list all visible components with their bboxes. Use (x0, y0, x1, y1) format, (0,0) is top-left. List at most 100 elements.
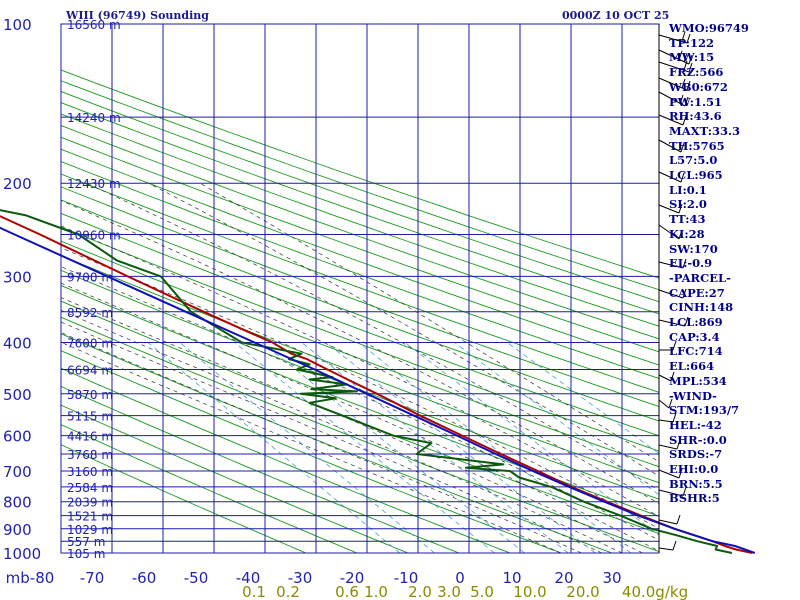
wind-barb-feather (681, 31, 686, 42)
index-item: MPL:534 (669, 373, 727, 388)
height-tick-label: 4416 m (67, 430, 113, 444)
index-item: RH:43.6 (669, 109, 722, 124)
height-tick-label: 8592 m (67, 306, 113, 320)
index-item: -PARCEL- (669, 270, 731, 285)
moist-adiabat (61, 200, 659, 504)
mixing-ratio-tick-label: 0.1 (242, 583, 266, 600)
pressure-tick-label: 100 (3, 16, 32, 34)
wind-barb (658, 444, 678, 450)
height-tick-label: 3768 m (67, 448, 113, 462)
index-item: LFC:714 (669, 344, 723, 359)
wind-barb (658, 114, 684, 126)
index-item: EI:-0.9 (669, 256, 713, 271)
temperature-tick-label: 30 (602, 569, 621, 587)
height-tick-label: 5870 m (67, 388, 113, 402)
dry-adiabat (61, 80, 659, 291)
dry-adiabat (61, 91, 659, 303)
wind-barb-feather (672, 412, 677, 423)
mixing-ratio-line (404, 342, 659, 536)
wind-barb (658, 374, 672, 382)
wind-barb-feather (682, 115, 687, 126)
dry-adiabat (61, 424, 359, 553)
index-item: KI:28 (669, 226, 705, 241)
wind-barb (658, 171, 682, 183)
wind-barb-feather (678, 50, 683, 61)
wind-barb-feather (676, 439, 681, 450)
pressure-tick-label: 900 (3, 521, 32, 539)
height-tick-label: 5115 m (67, 410, 113, 424)
moist-adiabat (61, 225, 659, 517)
dry-adiabat (61, 285, 659, 517)
wind-barb-feather (672, 540, 677, 551)
dry-adiabat (61, 160, 659, 379)
wind-barb-feather (684, 96, 689, 107)
height-tick-label: 14240 m (67, 111, 121, 125)
mixing-ratio-tick-label: 40.0g/kg (622, 583, 688, 600)
dry-adiabat (61, 404, 410, 553)
dry-adiabat (61, 444, 308, 553)
pressure-tick-label: 1000 (3, 545, 41, 563)
dry-adiabat (61, 102, 659, 315)
index-item: PW:1.51 (669, 94, 723, 109)
dry-adiabat (61, 136, 659, 353)
index-item: EL:664 (669, 359, 715, 374)
dry-adiabat (61, 148, 659, 366)
wind-barb (658, 91, 686, 107)
temperature-tick-label: 10 (502, 569, 521, 587)
dry-adiabat (61, 316, 659, 553)
height-tick-label: 3160 m (67, 465, 113, 479)
pressure-tick-label: 500 (3, 386, 32, 404)
wind-barb (658, 61, 690, 73)
mixing-ratio-tick-label: 1.0 (364, 583, 388, 600)
height-tick-label: 557 m (67, 535, 105, 549)
wind-barb (658, 469, 680, 479)
dry-adiabat (61, 113, 659, 327)
index-item: LCL:965 (669, 168, 723, 182)
wind-barb (658, 139, 682, 153)
temperature-tick-label: -70 (80, 569, 105, 587)
wind-barb-feather (679, 94, 684, 105)
moist-adiabat (61, 247, 659, 530)
dry-adiabat (61, 186, 659, 407)
height-tick-label: 1029 m (67, 523, 113, 537)
height-tick-label: 16560 m (67, 18, 121, 32)
wind-barb (658, 34, 688, 44)
height-tick-label: 10960 m (67, 229, 121, 243)
wind-barb-feather (688, 54, 693, 65)
temperature-tick-label: -50 (184, 569, 209, 587)
index-item: CINH:148 (669, 300, 734, 315)
dry-adiabat (61, 69, 659, 279)
mixing-ratio-line (179, 342, 435, 553)
dry-adiabat (61, 269, 659, 500)
temperature-tick-label: 20 (554, 569, 573, 587)
index-item: BRN:5.5 (669, 476, 723, 491)
height-tick-label: 12430 m (67, 177, 121, 191)
wind-barb (658, 519, 678, 525)
wind-barb-feather (672, 340, 677, 351)
wind-barb (658, 224, 680, 240)
index-item: HEL:-42 (669, 417, 722, 432)
dry-adiabat (61, 199, 659, 422)
wind-barb-feather (682, 486, 687, 497)
temperature-tick-label: 0 (455, 569, 465, 587)
mixing-ratio-tick-label: 5.0 (470, 583, 494, 600)
dry-adiabat (61, 212, 659, 437)
mixing-ratio-line (261, 342, 525, 553)
wind-barb-feather (668, 398, 673, 409)
pressure-tick-label: 700 (3, 463, 32, 481)
mixing-ratio-tick-label: 0.6 (335, 583, 359, 600)
wind-barb-feather (678, 203, 683, 214)
wind-barb (658, 204, 680, 214)
dry-adiabat (61, 173, 659, 393)
temperature-tick-label: -20 (340, 569, 365, 587)
index-item: TP:122 (669, 35, 715, 50)
wind-barb (658, 489, 684, 497)
moist-adiabat (61, 332, 582, 553)
dry-adiabat (61, 240, 659, 468)
wind-barb (658, 319, 686, 327)
index-item: MAXT:33.3 (669, 123, 740, 138)
index-item: SHR-:0.0 (669, 432, 727, 447)
wind-barb (658, 289, 684, 299)
wind-barb-feather (686, 33, 691, 44)
pressure-tick-label: 600 (3, 428, 32, 446)
